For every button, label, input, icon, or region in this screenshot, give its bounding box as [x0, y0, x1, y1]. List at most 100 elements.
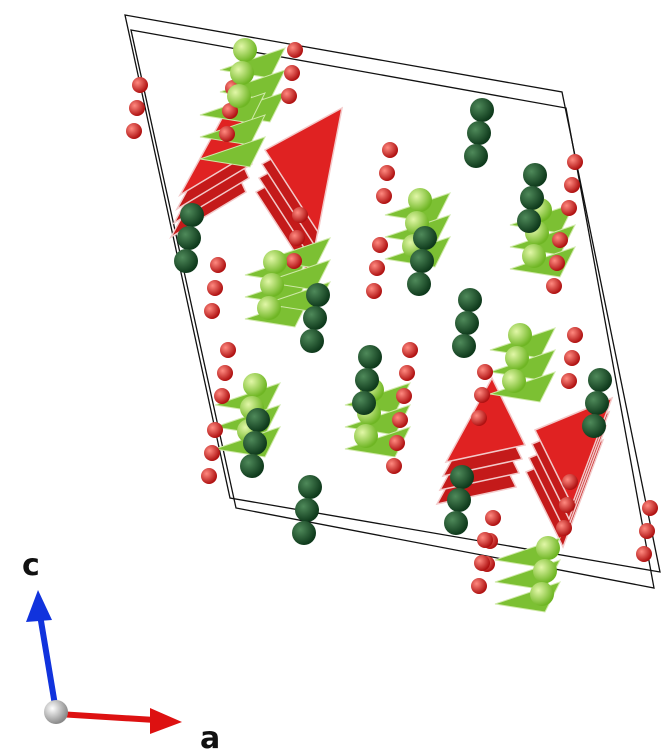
atom — [556, 520, 572, 536]
atom — [295, 498, 319, 522]
atom — [230, 61, 254, 85]
atom — [562, 474, 578, 490]
atom — [402, 342, 418, 358]
atom — [639, 523, 655, 539]
atom — [642, 500, 658, 516]
atom — [207, 422, 223, 438]
atom — [561, 200, 577, 216]
atom — [177, 226, 201, 250]
atom — [567, 154, 583, 170]
atom — [530, 582, 554, 606]
atom — [408, 188, 432, 212]
atom — [263, 250, 287, 274]
atom — [257, 296, 281, 320]
atom — [201, 468, 217, 484]
atom — [522, 244, 546, 268]
atom — [392, 412, 408, 428]
atom — [474, 555, 490, 571]
origin-sphere — [44, 700, 68, 724]
crystal-structure-view: c a — [0, 0, 663, 754]
atom — [303, 306, 327, 330]
axis-label: c — [22, 548, 40, 583]
atom — [636, 546, 652, 562]
atom — [386, 458, 402, 474]
atom — [458, 288, 482, 312]
atom — [306, 283, 330, 307]
atom — [536, 536, 560, 560]
atom — [396, 388, 412, 404]
polyhedra — [171, 48, 612, 612]
atom — [227, 84, 251, 108]
atom — [567, 327, 583, 343]
atom — [372, 237, 388, 253]
atom — [552, 232, 568, 248]
atom — [382, 142, 398, 158]
atom — [467, 121, 491, 145]
atom — [174, 249, 198, 273]
atom — [281, 88, 297, 104]
atom — [523, 163, 547, 187]
atom — [546, 278, 562, 294]
atom — [233, 38, 257, 62]
atom — [240, 454, 264, 478]
atom — [132, 77, 148, 93]
atom — [284, 65, 300, 81]
atom — [292, 521, 316, 545]
atom — [204, 303, 220, 319]
atom — [366, 283, 382, 299]
atom — [286, 253, 302, 269]
atom — [549, 255, 565, 271]
atom — [219, 126, 235, 142]
atom — [582, 414, 606, 438]
atom — [399, 365, 415, 381]
atom — [407, 272, 431, 296]
atom — [129, 100, 145, 116]
atom — [588, 368, 612, 392]
atom — [471, 578, 487, 594]
atoms — [126, 38, 658, 606]
atom — [214, 388, 230, 404]
atom — [452, 334, 476, 358]
atom — [298, 475, 322, 499]
atom — [220, 342, 236, 358]
atom — [410, 249, 434, 273]
atom — [520, 186, 544, 210]
atom — [477, 364, 493, 380]
atom — [464, 144, 488, 168]
atom — [126, 123, 142, 139]
atom — [389, 435, 405, 451]
atom — [204, 445, 220, 461]
atom — [585, 391, 609, 415]
atom — [243, 373, 267, 397]
atom — [485, 510, 501, 526]
atom — [450, 465, 474, 489]
atom — [289, 230, 305, 246]
axis-indicator: c a — [22, 548, 220, 754]
atom — [207, 280, 223, 296]
atom — [243, 431, 267, 455]
atom — [217, 365, 233, 381]
atom — [300, 329, 324, 353]
atom — [455, 311, 479, 335]
atom — [358, 345, 382, 369]
atom — [447, 488, 471, 512]
atom — [180, 203, 204, 227]
atom — [561, 373, 577, 389]
atom — [369, 260, 385, 276]
atom — [564, 350, 580, 366]
atom — [246, 408, 270, 432]
atom — [564, 177, 580, 193]
atom — [470, 98, 494, 122]
atom — [379, 165, 395, 181]
a-axis-arrow — [58, 714, 155, 720]
atom — [210, 257, 226, 273]
atom — [287, 42, 303, 58]
atom — [477, 532, 493, 548]
atom — [508, 323, 532, 347]
atom — [517, 209, 541, 233]
atom — [559, 497, 575, 513]
atom — [502, 369, 526, 393]
atom — [505, 346, 529, 370]
atom — [292, 207, 308, 223]
atom — [376, 188, 392, 204]
